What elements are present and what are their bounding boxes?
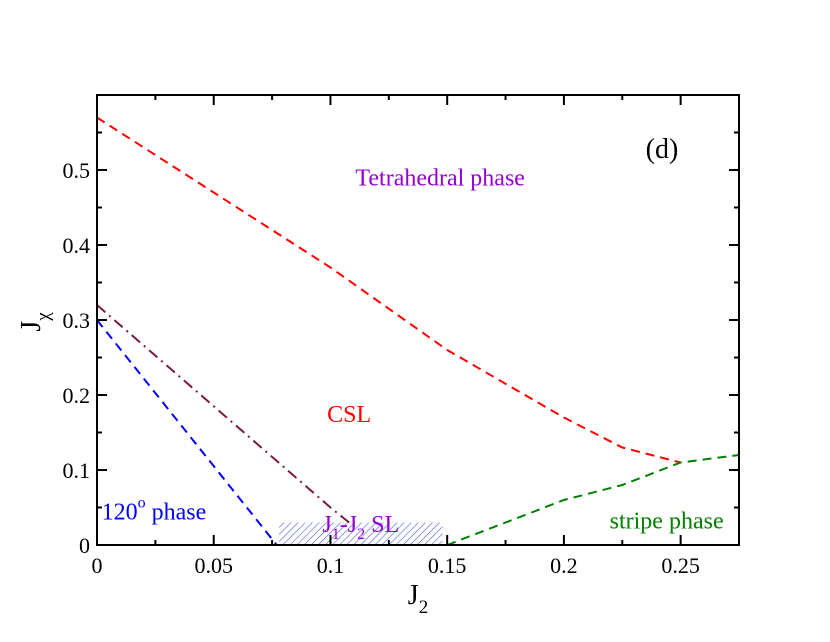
phase-120-label: 120o phase (102, 494, 207, 525)
panel-label: (d) (646, 134, 679, 165)
series-line-1 (96, 319, 278, 546)
y-tick-label: 0.5 (63, 158, 91, 183)
j1-j2-sl-hatched-region (279, 522, 443, 545)
plot-frame (96, 94, 740, 546)
y-tick-label: 0.3 (63, 308, 91, 333)
y-tick-label: 0.1 (63, 458, 91, 483)
y-tick-label: 0 (79, 533, 90, 558)
series-line-0 (96, 116, 681, 464)
x-tick-label: 0.15 (428, 553, 467, 578)
stripe-phase-label: stripe phase (610, 508, 724, 534)
j1-j2-sl-label: J1-J2 SL (322, 512, 399, 543)
x-tick-label: 0.2 (550, 553, 578, 578)
y-tick-label: 0.2 (63, 383, 91, 408)
x-tick-label: 0 (92, 553, 103, 578)
x-tick-label: 0.1 (317, 553, 345, 578)
y-axis-title: Jχ (16, 312, 54, 332)
series-line-3 (446, 454, 740, 546)
x-axis-title: J2 (408, 580, 428, 618)
tetrahedral-phase-label: Tetrahedral phase (355, 166, 525, 192)
y-tick-label: 0.4 (63, 233, 91, 258)
x-tick-label: 0.05 (194, 553, 233, 578)
csl-label: CSL (327, 402, 371, 428)
series-line-2 (96, 304, 360, 531)
x-tick-label: 0.25 (661, 553, 700, 578)
